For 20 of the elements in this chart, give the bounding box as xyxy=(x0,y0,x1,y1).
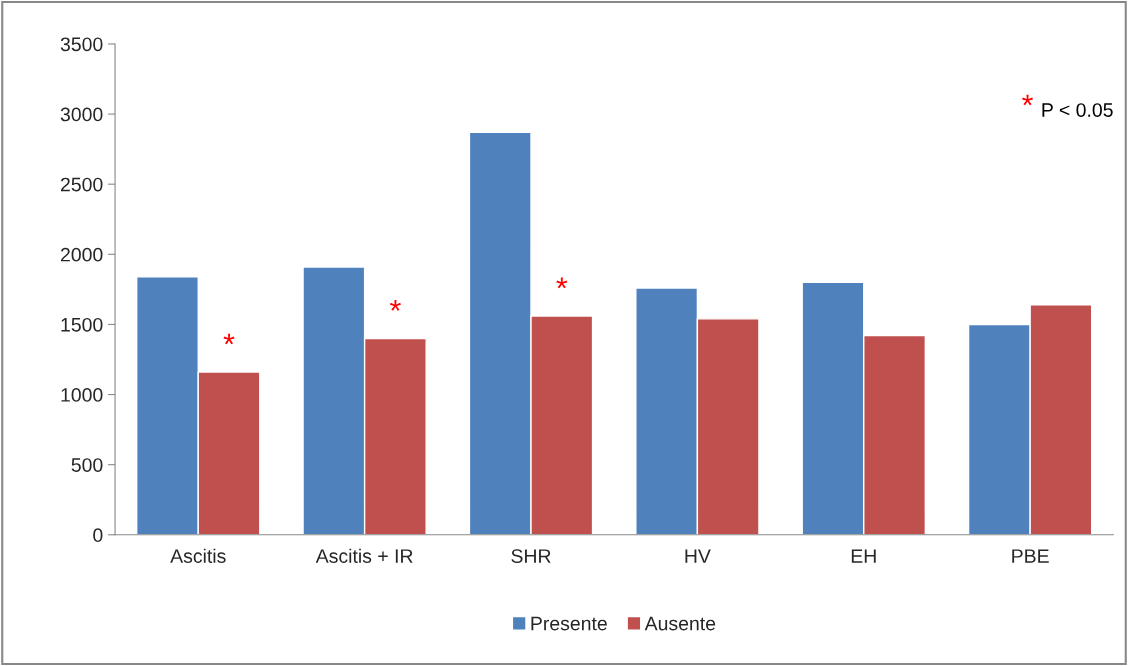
y-tick-label: 3500 xyxy=(60,37,103,52)
x-tick-label: Ascitis xyxy=(170,548,226,563)
legend-label: Ausente xyxy=(644,616,716,631)
annotation: * P < 0.05 xyxy=(1022,94,1113,117)
x-tick-label: HV xyxy=(685,549,711,563)
y-tick-label: 0 xyxy=(93,528,103,543)
y-tick-label: 2000 xyxy=(60,247,103,262)
annotation: * xyxy=(556,277,568,289)
y-tick-label: 500 xyxy=(71,458,103,472)
annotation: * xyxy=(389,299,401,311)
legend-label: Presente xyxy=(531,616,607,631)
x-tick-label: PBE xyxy=(1012,549,1049,563)
x-tick-label: SHR xyxy=(511,549,551,563)
x-tick-label: EH xyxy=(851,549,876,563)
y-tick-label: 3000 xyxy=(60,107,103,122)
annotation: * xyxy=(223,333,235,345)
y-tick-label: 1500 xyxy=(61,317,103,332)
y-tick-label: 1000 xyxy=(61,388,103,402)
x-tick-label: Ascitis + IR xyxy=(315,548,413,563)
y-tick-label: 2500 xyxy=(60,177,103,192)
